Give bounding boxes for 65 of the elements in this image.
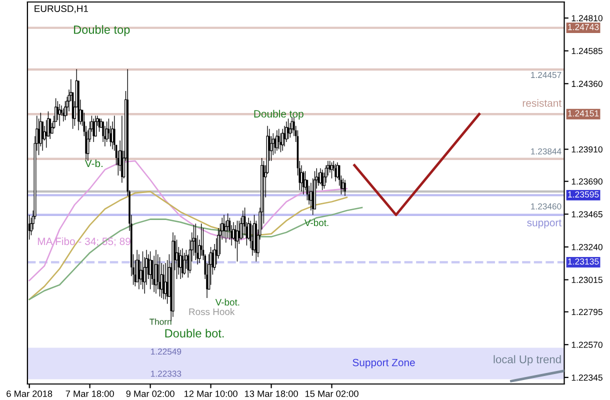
candlestick xyxy=(210,246,212,286)
ref-line-label: 1.23135 xyxy=(568,258,599,265)
x-tick-label: 6 Mar 2018 xyxy=(6,390,52,397)
candlestick xyxy=(276,130,278,152)
y-tick-label: 1.23690 xyxy=(572,178,602,185)
candlestick xyxy=(183,252,186,275)
annotation: V-bot. xyxy=(215,298,240,306)
annotation: 1.24457 xyxy=(531,72,562,78)
candlestick xyxy=(64,100,66,120)
annotation: Ross Hook xyxy=(189,308,235,316)
x-tick-label: 9 Mar 02:00 xyxy=(126,390,174,397)
annotation: Double top xyxy=(74,25,130,36)
candlestick xyxy=(281,128,284,152)
x-tick-label: 15 Mar 02:00 xyxy=(305,390,358,397)
annotation: 1.22333 xyxy=(151,370,182,377)
band-label: Support Zone xyxy=(352,358,415,368)
candlestick xyxy=(310,182,312,211)
y-tick-label: 1.23240 xyxy=(572,244,602,250)
y-tick-label: 1.23465 xyxy=(572,211,602,218)
annotation: support xyxy=(527,220,562,228)
ref-line-label: 1.23595 xyxy=(568,191,599,198)
candlestick xyxy=(164,262,167,300)
annotation: 1.22549 xyxy=(151,348,182,355)
candlestick xyxy=(226,213,230,239)
y-tick-label: 1.22570 xyxy=(572,342,602,348)
candlestick xyxy=(342,178,344,192)
candlestick xyxy=(58,104,61,126)
candlestick xyxy=(330,162,334,179)
candlestick xyxy=(242,210,244,239)
candlestick xyxy=(149,250,152,290)
y-tick-label: 1.24810 xyxy=(572,15,602,22)
annotation: resistant xyxy=(522,99,562,107)
annotation: 1.23460 xyxy=(531,203,562,210)
annotation: local Up trend xyxy=(494,355,561,366)
y-tick-label: 1.22795 xyxy=(572,308,602,316)
candlestick xyxy=(300,164,303,192)
y-tick-label: 1.23910 xyxy=(572,146,602,153)
x-tick-label: 12 Mar 10:00 xyxy=(184,390,238,397)
chart-title: EURUSD,H1 xyxy=(34,5,88,14)
line-series xyxy=(28,190,348,300)
annotation: V-b. xyxy=(84,159,102,168)
candlestick xyxy=(106,121,108,142)
candlestick xyxy=(92,118,95,142)
candlestick xyxy=(304,170,307,190)
x-tick-label: 13 Mar 18:00 xyxy=(244,390,298,397)
candlestick xyxy=(336,162,339,179)
annotation: MA Fibo - 34; 55; 89 xyxy=(38,237,130,246)
candlestick xyxy=(236,220,239,262)
candlestick xyxy=(102,121,104,142)
ref-line-label: 1.24743 xyxy=(568,24,599,30)
y-tick-label: 1.23015 xyxy=(572,276,602,284)
annotation: 1.23844 xyxy=(531,148,562,154)
y-tick-label: 1.24585 xyxy=(572,48,602,54)
annotation: Double bot. xyxy=(165,328,224,338)
annotation: Thorn xyxy=(149,318,172,325)
candlestick xyxy=(179,250,182,280)
annotation: V-bot. xyxy=(304,219,328,226)
candlestick xyxy=(285,121,288,142)
annotation: Double top xyxy=(254,110,304,120)
ref-line-label: 1.24151 xyxy=(568,110,599,116)
line-series xyxy=(28,206,363,300)
candlestick xyxy=(154,250,158,294)
y-tick-label: 1.22345 xyxy=(572,374,602,381)
y-tick-label: 1.24360 xyxy=(572,80,602,87)
x-tick-label: 7 Mar 18:00 xyxy=(66,390,114,397)
